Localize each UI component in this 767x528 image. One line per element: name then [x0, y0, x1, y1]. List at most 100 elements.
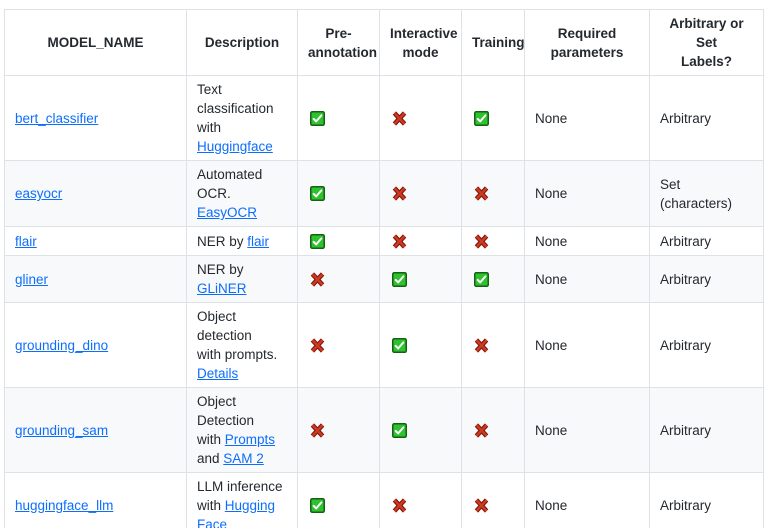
interactive-mode-cell — [379, 302, 462, 388]
model-name-cell: easyocr — [4, 160, 187, 227]
check-icon — [310, 498, 325, 513]
training-cell — [461, 302, 525, 388]
model-name-cell: huggingface_llm — [4, 472, 187, 528]
pre-annotation-cell — [297, 160, 380, 227]
description-text: NER by — [197, 262, 244, 277]
table-row: bert_classifier Text classification with … — [4, 75, 764, 161]
column-header-model-name: MODEL_NAME — [4, 9, 187, 76]
required-parameters-cell: None — [524, 302, 650, 388]
pre-annotation-cell — [297, 472, 380, 528]
description-link[interactable]: Huggingface — [197, 139, 273, 154]
description-cell: LLM inference with Hugging Face — [186, 472, 298, 528]
cross-icon — [392, 110, 407, 126]
description-text: LLM inference with — [197, 479, 283, 513]
model-name-link[interactable]: easyocr — [15, 186, 63, 201]
cross-icon — [310, 271, 325, 287]
description-cell: NER by GLiNER — [186, 255, 298, 303]
description-cell: Object Detection with Prompts and SAM 2 — [186, 387, 298, 473]
pre-annotation-cell — [297, 387, 380, 473]
cross-icon — [392, 498, 407, 513]
training-cell — [461, 160, 525, 227]
description-cell: Text classification with Huggingface — [186, 75, 298, 161]
column-header-pre-annotation: Pre- annotation — [297, 9, 380, 76]
check-icon — [310, 186, 325, 201]
description-link[interactable]: SAM 2 — [223, 451, 264, 466]
column-header-training: Training — [461, 9, 525, 76]
training-cell — [461, 255, 525, 303]
description-text: NER by — [197, 233, 248, 249]
check-icon — [392, 271, 407, 287]
description-cell: Object detection with prompts. Details — [186, 302, 298, 388]
labels-cell: Set (characters) — [649, 160, 764, 227]
column-header-interactive-mode: Interactive mode — [379, 9, 462, 76]
cross-icon — [310, 422, 325, 438]
table-row: easyocr Automated OCR. EasyOCR None Set (ch… — [4, 160, 764, 227]
description-text: Text classification with — [197, 82, 274, 135]
check-icon — [474, 271, 489, 287]
training-cell — [461, 387, 525, 473]
description-link[interactable]: Details — [197, 366, 239, 381]
check-icon — [474, 110, 489, 126]
description-cell: NER by flair — [186, 226, 298, 256]
model-name-link[interactable]: flair — [15, 233, 37, 249]
labels-cell: Arbitrary — [649, 387, 764, 473]
labels-cell: Arbitrary — [649, 302, 764, 388]
model-name-cell: flair — [4, 226, 187, 256]
training-cell — [461, 75, 525, 161]
description-link[interactable]: GLiNER — [197, 281, 247, 296]
required-parameters-cell: None — [524, 472, 650, 528]
column-header-required-parameters: Required parameters — [524, 9, 650, 76]
cross-icon — [474, 337, 489, 353]
training-cell — [461, 226, 525, 256]
interactive-mode-cell — [379, 255, 462, 303]
model-name-cell: grounding_sam — [4, 387, 187, 473]
interactive-mode-cell — [379, 75, 462, 161]
required-parameters-cell: None — [524, 255, 650, 303]
table-body: bert_classifier Text classification with … — [4, 75, 764, 528]
model-name-link[interactable]: bert_classifier — [15, 110, 99, 126]
check-icon — [310, 110, 325, 126]
check-icon — [392, 422, 407, 438]
pre-annotation-cell — [297, 255, 380, 303]
column-header-description: Description — [186, 9, 298, 76]
table-row: grounding_dino Object detection with prom… — [4, 302, 764, 388]
pre-annotation-cell — [297, 75, 380, 161]
table-row: gliner NER by GLiNER None Arbitrary — [4, 255, 764, 303]
cross-icon — [310, 337, 325, 353]
interactive-mode-cell — [379, 226, 462, 256]
cross-icon — [392, 233, 407, 249]
model-name-cell: gliner — [4, 255, 187, 303]
required-parameters-cell: None — [524, 226, 650, 256]
table-header: MODEL_NAME Description Pre- annotation I… — [4, 9, 764, 76]
description-text: Object Detection with — [197, 394, 255, 447]
table-row: grounding_sam Object Detection with Promp… — [4, 387, 764, 473]
table-row: huggingface_llm LLM inference with Huggin… — [4, 472, 764, 528]
interactive-mode-cell — [379, 472, 462, 528]
description-link[interactable]: flair — [247, 233, 270, 249]
model-name-cell: bert_classifier — [4, 75, 187, 161]
check-icon — [392, 337, 407, 353]
labels-cell: Arbitrary — [649, 255, 764, 303]
model-name-link[interactable]: grounding_dino — [15, 337, 109, 353]
cross-icon — [474, 186, 489, 201]
required-parameters-cell: None — [524, 75, 650, 161]
interactive-mode-cell — [379, 160, 462, 227]
description-link[interactable]: Hugging Face — [197, 498, 276, 528]
labels-cell: Arbitrary — [649, 472, 764, 528]
required-parameters-cell: None — [524, 387, 650, 473]
description-text: Object detection with prompts. — [197, 309, 278, 362]
labels-cell: Arbitrary — [649, 226, 764, 256]
pre-annotation-cell — [297, 302, 380, 388]
training-cell — [461, 472, 525, 528]
description-text: Automated OCR. — [197, 167, 263, 201]
cross-icon — [474, 233, 489, 249]
labels-cell: Arbitrary — [649, 75, 764, 161]
description-link[interactable]: Prompts — [224, 432, 276, 447]
model-name-link[interactable]: grounding_sam — [15, 422, 109, 438]
cross-icon — [474, 422, 489, 438]
model-name-cell: grounding_dino — [4, 302, 187, 388]
model-name-link[interactable]: gliner — [15, 271, 49, 287]
description-link[interactable]: EasyOCR — [197, 205, 258, 220]
check-icon — [310, 233, 325, 249]
model-name-link[interactable]: huggingface_llm — [15, 498, 114, 513]
